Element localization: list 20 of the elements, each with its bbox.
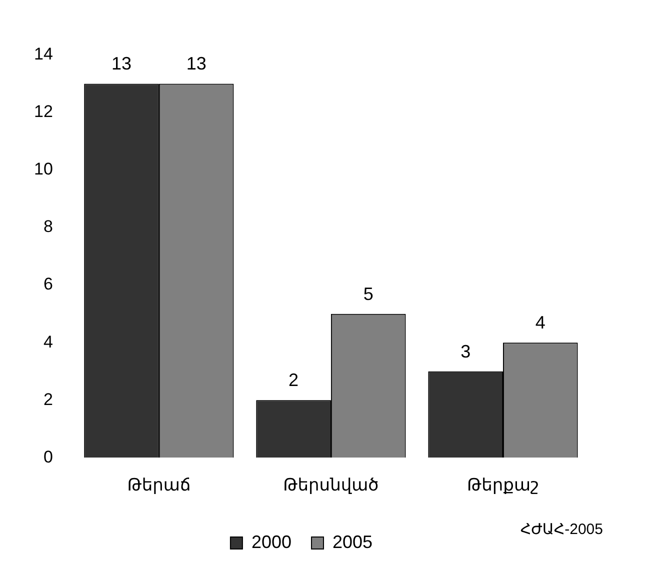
data-label: 2 xyxy=(288,370,299,390)
x-tick-label: Թերսնված xyxy=(283,475,379,494)
data-label: 3 xyxy=(460,341,471,362)
text: ՀԺԱՀ-2005 xyxy=(520,521,603,538)
legend-label: 2000 xyxy=(251,532,292,552)
y-tick-label: 4 xyxy=(43,332,53,352)
y-tick-label: 8 xyxy=(43,217,53,236)
data-label: 13 xyxy=(186,54,206,74)
data-label: 5 xyxy=(363,284,374,304)
y-tick-label: 2 xyxy=(43,390,53,409)
y-tick-label: 10 xyxy=(34,160,53,179)
legend-label: 2005 xyxy=(332,532,373,552)
x-tick-label: Թերաճ xyxy=(127,475,191,494)
y-tick-label: 0 xyxy=(43,447,53,466)
data-label: 13 xyxy=(111,54,132,74)
y-tick-label: 12 xyxy=(34,102,53,122)
data-label: 4 xyxy=(535,312,546,333)
x-tick-label: Թերքաշ xyxy=(466,475,539,494)
y-tick-label: 6 xyxy=(43,274,53,294)
y-tick-label: 14 xyxy=(34,44,53,64)
